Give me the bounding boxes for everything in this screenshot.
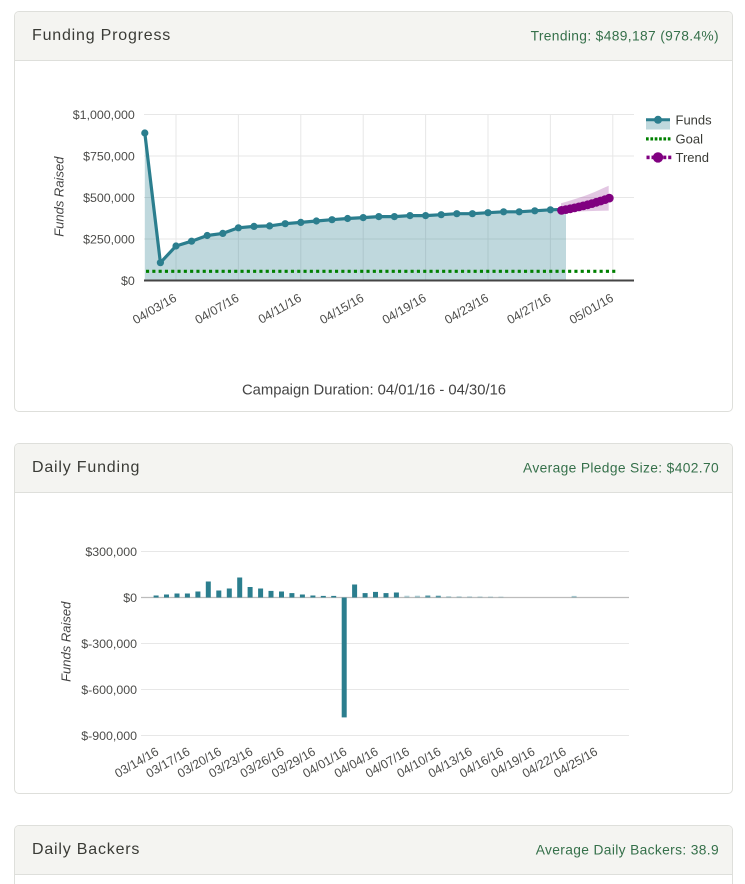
svg-text:$1,000,000: $1,000,000	[73, 108, 135, 122]
svg-text:$-900,000: $-900,000	[81, 729, 137, 743]
svg-text:$-600,000: $-600,000	[81, 683, 137, 697]
svg-text:$0: $0	[121, 274, 135, 288]
svg-text:$-300,000: $-300,000	[81, 637, 137, 651]
svg-text:04/07/16: 04/07/16	[193, 291, 242, 327]
svg-text:Campaign Duration: 04/01/16 -: Campaign Duration: 04/01/16 - 04/30/16	[242, 383, 506, 399]
svg-text:$300,000: $300,000	[85, 545, 137, 559]
svg-text:04/23/16: 04/23/16	[442, 291, 491, 327]
svg-text:04/15/16: 04/15/16	[317, 291, 366, 327]
svg-text:$500,000: $500,000	[83, 191, 135, 205]
svg-text:04/11/16: 04/11/16	[256, 291, 304, 327]
svg-text:04/27/16: 04/27/16	[505, 291, 554, 327]
svg-text:Trend: Trend	[676, 150, 709, 165]
svg-text:$250,000: $250,000	[83, 232, 135, 246]
svg-text:Funds: Funds	[676, 112, 713, 127]
svg-text:$0: $0	[123, 591, 137, 605]
svg-text:05/01/16: 05/01/16	[567, 291, 616, 327]
svg-text:Funds Raised: Funds Raised	[52, 156, 67, 237]
svg-text:04/03/16: 04/03/16	[130, 291, 179, 327]
svg-text:$750,000: $750,000	[83, 149, 135, 163]
svg-text:04/19/16: 04/19/16	[380, 291, 429, 327]
svg-text:Funds Raised: Funds Raised	[58, 601, 73, 682]
svg-text:Goal: Goal	[676, 131, 704, 146]
